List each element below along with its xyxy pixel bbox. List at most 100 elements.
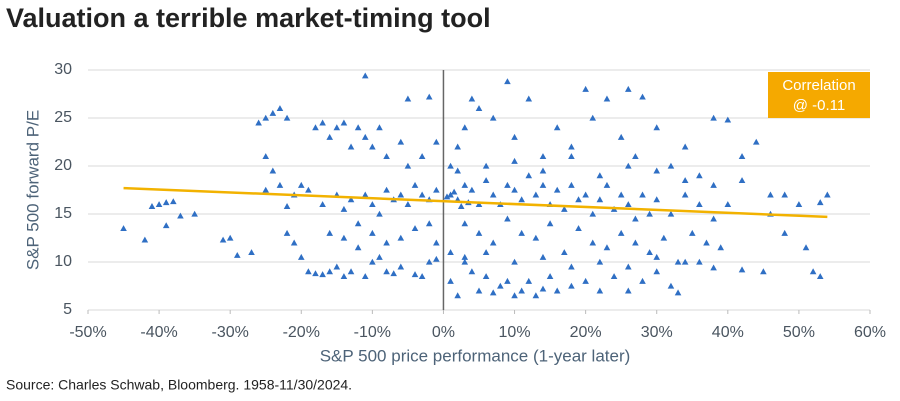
point bbox=[226, 234, 234, 241]
x-tick-label: 20% bbox=[570, 324, 602, 341]
point bbox=[326, 229, 334, 236]
point bbox=[710, 114, 717, 121]
point bbox=[425, 220, 433, 227]
point bbox=[475, 105, 483, 112]
point bbox=[283, 229, 291, 236]
trend-line bbox=[123, 186, 828, 219]
point bbox=[610, 273, 618, 280]
point bbox=[568, 181, 575, 188]
point bbox=[582, 191, 589, 198]
point bbox=[532, 292, 540, 299]
point bbox=[703, 239, 710, 246]
point bbox=[482, 177, 490, 184]
point bbox=[418, 153, 426, 160]
point bbox=[283, 114, 291, 121]
point bbox=[568, 143, 575, 150]
point bbox=[561, 249, 568, 256]
point bbox=[539, 253, 547, 260]
x-tick-label: 40% bbox=[712, 324, 744, 341]
x-tick-label: -30% bbox=[212, 324, 249, 341]
point bbox=[667, 162, 675, 169]
point bbox=[333, 124, 341, 131]
point bbox=[162, 199, 170, 206]
point bbox=[443, 193, 451, 200]
point bbox=[354, 124, 362, 131]
point bbox=[425, 93, 433, 100]
source-note: Source: Charles Schwab, Bloomberg. 1958-… bbox=[6, 377, 352, 393]
y-tick-label: 15 bbox=[54, 205, 72, 222]
point bbox=[639, 191, 646, 198]
point bbox=[603, 95, 611, 102]
chart-title: Valuation a terrible market-timing tool bbox=[6, 3, 491, 33]
point bbox=[518, 287, 525, 294]
point bbox=[504, 78, 511, 85]
x-axis-label: S&P 500 price performance (1-year later) bbox=[320, 346, 631, 365]
point bbox=[305, 268, 312, 275]
point bbox=[546, 273, 554, 280]
point bbox=[411, 225, 419, 232]
point bbox=[553, 124, 561, 131]
point bbox=[447, 249, 454, 256]
point bbox=[269, 167, 277, 174]
point bbox=[170, 198, 177, 205]
point bbox=[383, 268, 390, 275]
point bbox=[454, 292, 461, 299]
annotation-text: Correlation bbox=[782, 77, 855, 94]
point bbox=[404, 201, 412, 208]
point bbox=[461, 258, 469, 265]
y-axis-label: S&P 500 forward P/E bbox=[23, 110, 42, 270]
point bbox=[667, 282, 675, 289]
point bbox=[511, 157, 518, 164]
point bbox=[340, 119, 348, 126]
point bbox=[546, 220, 554, 227]
point bbox=[269, 109, 277, 116]
y-tick-label: 10 bbox=[54, 253, 72, 270]
point bbox=[511, 186, 518, 193]
point bbox=[532, 191, 540, 198]
point bbox=[404, 162, 412, 169]
point bbox=[425, 258, 433, 265]
point bbox=[248, 249, 255, 256]
point bbox=[361, 72, 369, 79]
point bbox=[418, 273, 426, 280]
point bbox=[340, 234, 348, 241]
point bbox=[568, 282, 575, 289]
point bbox=[468, 268, 476, 275]
point bbox=[290, 239, 298, 246]
point bbox=[653, 167, 661, 174]
point bbox=[155, 201, 163, 208]
point bbox=[177, 212, 184, 219]
point bbox=[369, 201, 376, 208]
point bbox=[457, 203, 465, 209]
point bbox=[397, 263, 405, 270]
point bbox=[525, 172, 533, 179]
point bbox=[653, 253, 661, 260]
point bbox=[404, 95, 412, 102]
point bbox=[447, 191, 454, 198]
x-tick-label: 0% bbox=[432, 324, 455, 341]
point bbox=[504, 215, 511, 222]
point bbox=[383, 186, 390, 193]
point bbox=[482, 273, 490, 280]
point bbox=[369, 258, 376, 265]
point bbox=[653, 268, 661, 275]
point bbox=[596, 258, 604, 265]
point bbox=[219, 236, 227, 243]
point bbox=[738, 153, 746, 160]
point bbox=[369, 229, 376, 236]
point bbox=[760, 268, 767, 275]
point bbox=[120, 225, 127, 232]
point bbox=[397, 234, 405, 241]
point bbox=[824, 191, 831, 198]
point bbox=[696, 172, 703, 179]
point bbox=[646, 249, 653, 256]
point bbox=[361, 191, 369, 198]
point bbox=[454, 143, 461, 150]
annotation-box bbox=[768, 72, 870, 118]
point bbox=[489, 114, 497, 121]
point bbox=[603, 244, 611, 251]
point bbox=[390, 270, 397, 277]
point bbox=[781, 191, 788, 198]
point bbox=[624, 162, 632, 169]
point bbox=[504, 181, 511, 188]
